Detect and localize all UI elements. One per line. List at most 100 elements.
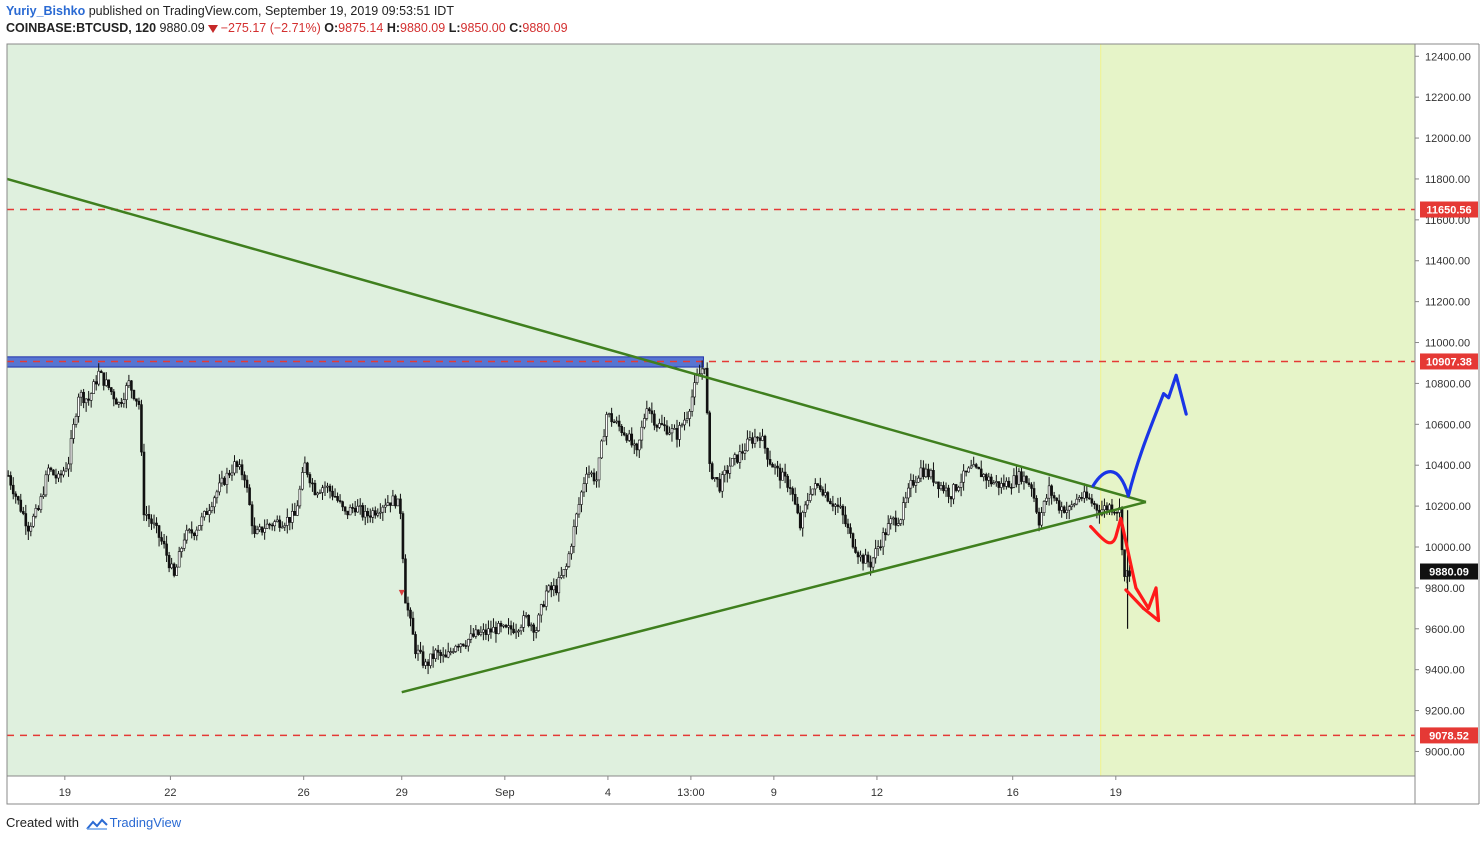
candle-body [306, 462, 309, 475]
candle-body [736, 454, 739, 463]
candle-body [482, 629, 485, 633]
candle-body [461, 643, 465, 646]
candle-body [130, 380, 133, 391]
candle-body [539, 604, 543, 616]
candle-body [233, 461, 236, 474]
candle-body [94, 381, 98, 385]
candle-body [1012, 475, 1016, 488]
candle-body [909, 480, 913, 489]
author-link[interactable]: Yuriy_Bishko [6, 4, 86, 18]
candle-body [52, 469, 55, 476]
candle-body [1050, 485, 1053, 496]
open-value: 9875.14 [338, 21, 384, 35]
candle-body [894, 517, 898, 526]
candle-body [429, 653, 432, 666]
candle-body [944, 487, 948, 492]
candle-body [683, 419, 686, 426]
candle-body [253, 525, 256, 534]
candle-body [409, 609, 412, 619]
x-tick-label: Sep [495, 787, 515, 799]
candle-body [406, 602, 410, 611]
candle-body [203, 511, 206, 518]
candle-body [896, 523, 900, 526]
candle-body [77, 396, 80, 417]
candle-body [37, 508, 40, 510]
candle-body [612, 421, 616, 424]
candle-body [190, 529, 194, 534]
candle-body [758, 437, 762, 441]
candle-body [884, 532, 887, 536]
candle-body [1020, 471, 1023, 482]
candle-body [949, 496, 953, 500]
candle-body [519, 627, 523, 632]
candle-body [225, 472, 229, 485]
candle-body [803, 504, 807, 513]
candle-body [394, 495, 397, 507]
candle-body [741, 451, 744, 454]
candle-body [72, 424, 75, 439]
candle-body [967, 467, 970, 473]
candle-body [343, 506, 347, 512]
candle-body [861, 554, 865, 564]
bearish-arrow-tail [1124, 588, 1146, 610]
candle-body [32, 515, 35, 527]
candle-body [806, 500, 810, 506]
candle-body [557, 577, 561, 594]
candle-body [104, 379, 108, 386]
candle-body [1105, 505, 1109, 511]
candle-body [404, 558, 407, 604]
candle-body [1030, 484, 1033, 489]
candle-body [373, 510, 377, 516]
candle-body [250, 504, 254, 527]
candle-body [723, 470, 727, 475]
candle-body [914, 481, 918, 486]
candle-body [678, 425, 681, 440]
candle-body [152, 522, 156, 525]
candle-body [565, 566, 568, 570]
candle-body [162, 540, 166, 545]
candle-body [117, 402, 121, 405]
candle-body [494, 626, 498, 635]
tradingview-link[interactable]: TradingView [109, 815, 182, 830]
candle-body [974, 464, 978, 468]
candle-body [582, 483, 586, 493]
candle-body [1110, 504, 1114, 513]
candle-body [1010, 487, 1013, 489]
candle-body [1025, 475, 1028, 484]
candle-body [836, 504, 840, 507]
low-label: L: [448, 21, 461, 35]
candle-body [1067, 506, 1071, 511]
candle-body [826, 492, 830, 502]
candle-body [507, 625, 510, 628]
candle-body [738, 451, 742, 463]
candle-body [170, 563, 173, 569]
candle-body [84, 398, 88, 404]
candle-body [341, 501, 344, 508]
candle-body [1065, 509, 1069, 513]
candle-body [311, 482, 314, 485]
candle-body [637, 439, 641, 451]
candle-body [934, 481, 938, 484]
candle-body [771, 463, 774, 468]
y-tick-label: 10200.00 [1425, 501, 1471, 513]
candle-body [456, 645, 460, 648]
candle-body [497, 623, 500, 635]
candle-body [1037, 511, 1041, 526]
x-tick-label: 16 [1007, 787, 1019, 799]
candle-body [258, 526, 261, 531]
candle-body [64, 468, 68, 472]
candle-body [301, 472, 304, 490]
y-tick-label: 11800.00 [1425, 174, 1470, 186]
level-price-tag-2-bg [1420, 727, 1478, 744]
candle-body [562, 569, 566, 576]
candle-body [1057, 500, 1061, 511]
candle-body [793, 493, 797, 505]
y-tick-label: 10800.00 [1425, 378, 1471, 390]
candle-body [147, 513, 151, 520]
candle-body [16, 496, 20, 501]
candle-body [509, 625, 513, 630]
candle-body [366, 511, 370, 517]
candle-body [959, 481, 963, 488]
candle-body [39, 496, 43, 510]
